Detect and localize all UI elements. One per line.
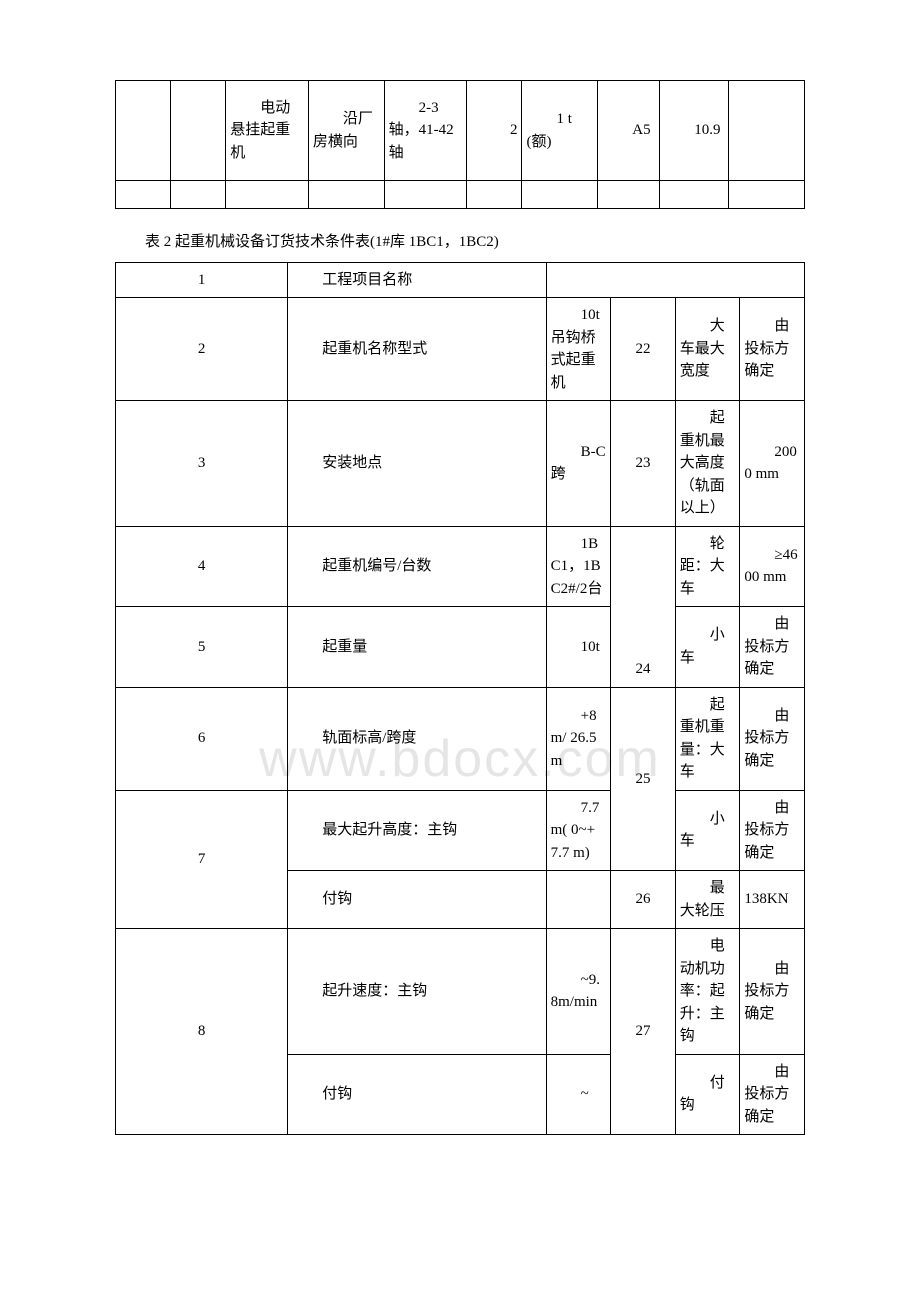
right-row-value: 由投标方确定 — [740, 607, 805, 688]
table2: 1 工程项目名称 2 起重机名称型式 10t 吊钩桥式起重机 22 大车最大宽度… — [115, 262, 805, 1136]
table-row: 3 安装地点 B-C 跨 23 起重机最大高度（轨面以上） 2000 mm — [116, 401, 805, 527]
right-row-value: ≥4600 mm — [740, 526, 805, 607]
table-row: 4 起重机编号/台数 1BC1，1BC2#/2台 24 轮距：大车 ≥4600 … — [116, 526, 805, 607]
row-number: 3 — [116, 401, 288, 527]
row-value: 7.7m( 0~+7.7 m) — [546, 790, 611, 871]
row-number: 8 — [116, 929, 288, 1135]
table1-cell — [116, 81, 171, 181]
table1-cell — [226, 181, 309, 209]
table1-cell — [522, 181, 598, 209]
table1-cell: 1 t(额) — [522, 81, 598, 181]
table1-row — [116, 181, 805, 209]
right-row-number: 24 — [611, 526, 676, 687]
row-label: 工程项目名称 — [288, 262, 546, 298]
right-row-number: 22 — [611, 298, 676, 401]
right-row-label: 轮距：大车 — [675, 526, 740, 607]
table1-cell: 10.9 — [660, 81, 729, 181]
row-label: 起升速度：主钩 — [288, 929, 546, 1055]
table1-cell: 沿厂房横向 — [308, 81, 384, 181]
row-value — [546, 262, 804, 298]
table1-cell: 2 — [467, 81, 522, 181]
right-row-number: 26 — [611, 871, 676, 929]
table1: 电动悬挂起重机 沿厂房横向 2-3 轴，41-42 轴 2 1 t(额) A5 … — [115, 80, 805, 209]
table1-cell — [308, 181, 384, 209]
row-value — [546, 871, 611, 929]
table1-cell — [660, 181, 729, 209]
right-row-label: 起重机重量：大车 — [675, 687, 740, 790]
right-row-label: 起重机最大高度（轨面以上） — [675, 401, 740, 527]
row-number: 6 — [116, 687, 288, 790]
right-row-label: 付钩 — [675, 1054, 740, 1135]
row-label: 起重机编号/台数 — [288, 526, 546, 607]
row-label: 最大起升高度：主钩 — [288, 790, 546, 871]
right-row-value: 由投标方确定 — [740, 790, 805, 871]
right-row-value: 2000 mm — [740, 401, 805, 527]
table1-container: 电动悬挂起重机 沿厂房横向 2-3 轴，41-42 轴 2 1 t(额) A5 … — [115, 80, 805, 209]
row-label: 付钩 — [288, 871, 546, 929]
right-row-label: 电动机功率：起升：主钩 — [675, 929, 740, 1055]
table1-cell: 2-3 轴，41-42 轴 — [384, 81, 467, 181]
row-label: 起重机名称型式 — [288, 298, 546, 401]
right-row-number: 23 — [611, 401, 676, 527]
right-row-value: 由投标方确定 — [740, 298, 805, 401]
table-row: 2 起重机名称型式 10t 吊钩桥式起重机 22 大车最大宽度 由投标方确定 — [116, 298, 805, 401]
row-label: 安装地点 — [288, 401, 546, 527]
row-value: ~9.8m/min — [546, 929, 611, 1055]
table1-cell: 电动悬挂起重机 — [226, 81, 309, 181]
table1-cell — [384, 181, 467, 209]
row-value: +8m/ 26.5 m — [546, 687, 611, 790]
table1-cell — [729, 181, 805, 209]
row-value: 10t 吊钩桥式起重机 — [546, 298, 611, 401]
table-row: 5 起重量 10t 小车 由投标方确定 — [116, 607, 805, 688]
right-row-label: 小车 — [675, 607, 740, 688]
row-number: 1 — [116, 262, 288, 298]
row-label: 起重量 — [288, 607, 546, 688]
table-row: 7 最大起升高度：主钩 7.7m( 0~+7.7 m) 小车 由投标方确定 — [116, 790, 805, 871]
table1-cell — [467, 181, 522, 209]
row-number: 7 — [116, 790, 288, 929]
right-row-number: 25 — [611, 687, 676, 871]
table1-cell — [598, 181, 660, 209]
right-row-value: 由投标方确定 — [740, 929, 805, 1055]
row-number: 2 — [116, 298, 288, 401]
row-value: 1BC1，1BC2#/2台 — [546, 526, 611, 607]
right-row-label: 大车最大宽度 — [675, 298, 740, 401]
right-row-value: 由投标方确定 — [740, 1054, 805, 1135]
table-row: 6 轨面标高/跨度 +8m/ 26.5 m 25 起重机重量：大车 由投标方确定 — [116, 687, 805, 790]
table-row: 8 起升速度：主钩 ~9.8m/min 27 电动机功率：起升：主钩 由投标方确… — [116, 929, 805, 1055]
table1-cell: A5 — [598, 81, 660, 181]
row-label: 付钩 — [288, 1054, 546, 1135]
row-label: 轨面标高/跨度 — [288, 687, 546, 790]
right-row-label: 小车 — [675, 790, 740, 871]
table1-cell — [116, 181, 171, 209]
right-row-value: 由投标方确定 — [740, 687, 805, 790]
row-value: 10t — [546, 607, 611, 688]
table1-cell — [729, 81, 805, 181]
table1-row: 电动悬挂起重机 沿厂房横向 2-3 轴，41-42 轴 2 1 t(额) A5 … — [116, 81, 805, 181]
right-row-value: 138KN — [740, 871, 805, 929]
table1-cell — [171, 81, 226, 181]
row-number: 4 — [116, 526, 288, 607]
table1-cell — [171, 181, 226, 209]
table-row: 1 工程项目名称 — [116, 262, 805, 298]
row-number: 5 — [116, 607, 288, 688]
right-row-number: 27 — [611, 929, 676, 1135]
right-row-label: 最大轮压 — [675, 871, 740, 929]
row-value: B-C 跨 — [546, 401, 611, 527]
table2-caption: 表 2 起重机械设备订货技术条件表(1#库 1BC1，1BC2) — [115, 231, 805, 254]
row-value: ~ — [546, 1054, 611, 1135]
